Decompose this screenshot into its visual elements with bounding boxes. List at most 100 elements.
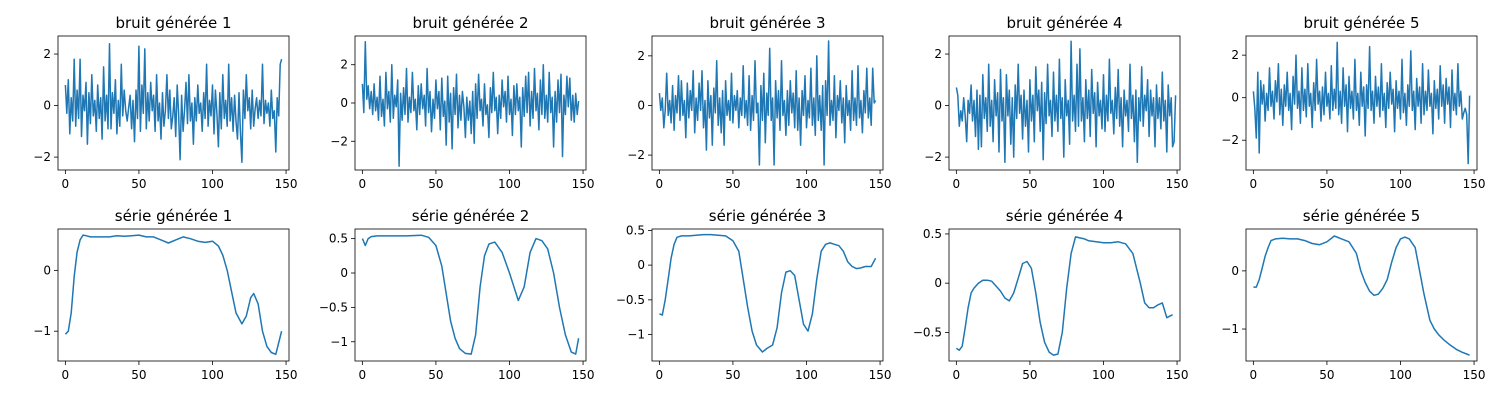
x-tick-label: 50 <box>1319 177 1334 191</box>
y-tick-label: 0 <box>934 99 942 113</box>
y-tick-label: 0 <box>340 96 348 110</box>
series-line <box>1252 41 1471 165</box>
subplot-title: bruit générée 5 <box>1303 14 1419 32</box>
y-tick-label: 0 <box>637 98 645 112</box>
axes-frame <box>1245 228 1478 362</box>
x-tick-label: 150 <box>1463 177 1486 191</box>
x-tick-label: 150 <box>869 368 892 382</box>
subplot-5: bruit générée 5 0 50 100 150 −2 0 2 <box>1221 14 1485 191</box>
x-tick-label: 50 <box>725 368 740 382</box>
subplot-title: série générée 1 <box>115 207 232 225</box>
y-tick-label: 0 <box>43 99 51 113</box>
subplot-4: bruit générée 4 0 50 100 150 −2 0 2 <box>924 14 1188 191</box>
subplot-title: série générée 2 <box>412 207 529 225</box>
x-tick-label: 50 <box>428 177 443 191</box>
x-tick-label: 100 <box>498 177 521 191</box>
x-tick-label: 100 <box>1389 177 1412 191</box>
series-line <box>955 236 1173 356</box>
x-tick-label: 0 <box>953 368 961 382</box>
series-line <box>64 234 283 356</box>
y-tick-label: 0.5 <box>329 232 348 246</box>
series-line <box>659 233 877 353</box>
x-tick-label: 100 <box>795 368 818 382</box>
series-line <box>658 40 877 166</box>
y-tick-label: −1 <box>627 328 645 342</box>
x-tick-label: 150 <box>572 368 595 382</box>
y-tick-label: 0 <box>43 263 51 277</box>
x-tick-label: 50 <box>725 177 740 191</box>
subplot-title: bruit générée 4 <box>1006 14 1122 32</box>
axes-frame <box>948 35 1181 171</box>
x-tick-label: 150 <box>275 368 298 382</box>
subplot-title: bruit générée 1 <box>115 14 231 32</box>
x-tick-label: 100 <box>498 368 521 382</box>
x-tick-label: 150 <box>1463 368 1486 382</box>
subplot-title: bruit générée 2 <box>412 14 528 32</box>
x-tick-label: 0 <box>359 177 367 191</box>
y-tick-label: 0.5 <box>626 223 645 237</box>
y-tick-label: 2 <box>934 47 942 61</box>
x-tick-label: 100 <box>201 177 224 191</box>
x-tick-label: 100 <box>795 177 818 191</box>
x-tick-label: 0 <box>656 368 664 382</box>
subplot-title: série générée 3 <box>709 207 826 225</box>
y-tick-label: −2 <box>1221 133 1239 147</box>
y-tick-label: 0 <box>1231 264 1239 278</box>
axes-frame <box>1245 35 1478 171</box>
y-tick-label: 2 <box>43 47 51 61</box>
axes-frame <box>651 228 884 362</box>
subplot-3: bruit générée 3 0 50 100 150 −2 0 2 <box>627 14 891 191</box>
y-tick-label: −2 <box>330 134 348 148</box>
x-tick-label: 150 <box>1166 368 1189 382</box>
subplot-7: série générée 2 0 50 100 150 −1 −0.5 0 0.5 <box>319 207 595 382</box>
y-tick-label: −1 <box>1221 322 1239 336</box>
x-tick-label: 150 <box>1166 177 1189 191</box>
x-tick-label: 50 <box>428 368 443 382</box>
axes-frame <box>354 228 587 362</box>
x-tick-label: 0 <box>62 368 70 382</box>
y-tick-label: −2 <box>627 148 645 162</box>
y-tick-label: −1 <box>330 335 348 349</box>
series-line <box>64 42 283 164</box>
y-tick-label: −0.5 <box>319 300 348 314</box>
x-tick-label: 0 <box>1250 177 1258 191</box>
x-tick-label: 50 <box>1319 368 1334 382</box>
x-tick-label: 0 <box>359 368 367 382</box>
subplot-2: bruit générée 2 0 50 100 150 −2 0 2 <box>330 14 594 191</box>
y-tick-label: 0 <box>340 266 348 280</box>
subplot-9: série générée 4 0 50 100 150 −0.5 0 0.5 <box>913 207 1189 382</box>
y-tick-label: 0.5 <box>923 227 942 241</box>
y-tick-label: 2 <box>340 58 348 72</box>
subplot-10: série générée 5 0 50 100 150 −1 0 <box>1221 207 1485 382</box>
x-tick-label: 150 <box>572 177 595 191</box>
x-tick-label: 50 <box>131 368 146 382</box>
x-tick-label: 50 <box>1022 368 1037 382</box>
y-tick-label: 0 <box>934 276 942 290</box>
x-tick-label: 0 <box>656 177 664 191</box>
x-tick-label: 100 <box>1092 177 1115 191</box>
axes-frame <box>948 228 1181 362</box>
subplot-1: bruit générée 1 0 50 100 150 −2 0 2 <box>33 14 297 191</box>
y-tick-label: 0 <box>637 258 645 272</box>
y-tick-label: 2 <box>637 49 645 63</box>
y-tick-label: −1 <box>33 324 51 338</box>
x-tick-label: 50 <box>1022 177 1037 191</box>
subplot-8: série générée 3 0 50 100 150 −1 −0.5 0 0.5 <box>616 207 892 382</box>
x-tick-label: 0 <box>62 177 70 191</box>
series-line <box>361 40 580 167</box>
axes-frame <box>651 35 884 171</box>
series-line <box>955 40 1177 164</box>
y-tick-label: −2 <box>33 150 51 164</box>
x-tick-label: 150 <box>869 177 892 191</box>
x-tick-label: 50 <box>131 177 146 191</box>
axes-frame <box>57 228 290 362</box>
x-tick-label: 150 <box>275 177 298 191</box>
y-tick-label: −0.5 <box>913 325 942 339</box>
subplot-title: bruit générée 3 <box>709 14 825 32</box>
x-tick-label: 0 <box>953 177 961 191</box>
x-tick-label: 100 <box>1092 368 1115 382</box>
x-tick-label: 100 <box>1389 368 1412 382</box>
